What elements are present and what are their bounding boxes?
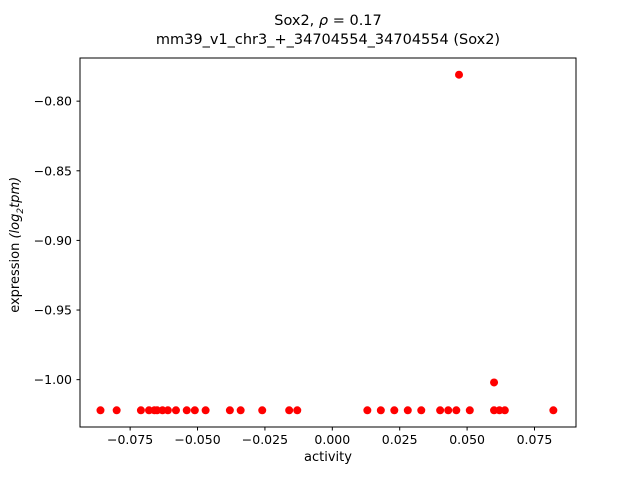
y-tick-label: −0.85 <box>34 163 72 178</box>
data-point <box>96 406 105 415</box>
x-tick-label: 0.050 <box>449 432 485 447</box>
data-point <box>403 406 412 415</box>
data-point <box>376 406 385 415</box>
data-point <box>285 406 294 415</box>
x-tick-label: −0.025 <box>242 432 288 447</box>
chart-subtitle: mm39_v1_chr3_+_34704554_34704554 (Sox2) <box>155 32 501 48</box>
data-point <box>444 406 453 415</box>
axes-spines <box>79 57 577 428</box>
y-axis-label-text: expression <box>8 238 24 313</box>
data-point <box>293 406 302 415</box>
data-point <box>201 406 210 415</box>
x-tick-label: 0.000 <box>314 432 350 447</box>
x-axis-label: activity <box>304 450 352 465</box>
y-axis-label: expression (log2tpm) <box>8 60 26 430</box>
y-tick-label: −0.80 <box>34 94 72 109</box>
data-point <box>182 406 191 415</box>
x-tick-label: −0.075 <box>107 432 153 447</box>
data-point <box>455 70 464 79</box>
data-point <box>225 406 234 415</box>
data-point <box>363 406 372 415</box>
data-point <box>258 406 267 415</box>
data-point <box>390 406 399 415</box>
y-tick-label: −0.90 <box>34 233 72 248</box>
chart-title-rho: ρ <box>318 13 329 29</box>
data-point <box>236 406 245 415</box>
data-point <box>452 406 461 415</box>
data-point <box>136 406 145 415</box>
x-tick-label: −0.050 <box>174 432 220 447</box>
chart-title-suffix: = 0.17 <box>328 13 382 29</box>
data-point <box>112 406 121 415</box>
data-point <box>171 406 180 415</box>
x-tick-label: 0.075 <box>517 432 553 447</box>
data-point <box>417 406 426 415</box>
data-point <box>163 406 172 415</box>
data-point <box>436 406 445 415</box>
data-point <box>500 406 509 415</box>
y-tick-label: −0.95 <box>34 303 72 318</box>
y-tick-label: −1.00 <box>34 372 72 387</box>
data-point <box>465 406 474 415</box>
chart-title: Sox2, ρ = 0.17 <box>80 12 576 30</box>
y-axis-label-math: (log2tpm) <box>8 176 26 239</box>
data-point <box>190 406 199 415</box>
data-point <box>549 406 558 415</box>
chart-title-prefix: Sox2, <box>274 13 319 29</box>
x-tick-label: 0.025 <box>382 432 418 447</box>
data-point <box>490 378 499 387</box>
